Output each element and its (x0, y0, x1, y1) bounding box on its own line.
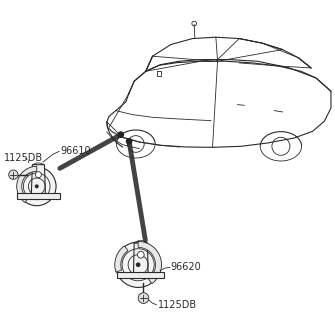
Circle shape (35, 184, 39, 188)
Polygon shape (138, 241, 161, 284)
Text: 96610: 96610 (60, 145, 91, 156)
Polygon shape (118, 272, 164, 278)
Polygon shape (133, 243, 148, 277)
Polygon shape (17, 166, 37, 203)
Circle shape (9, 170, 18, 179)
Circle shape (118, 132, 124, 137)
Circle shape (116, 242, 161, 287)
Circle shape (137, 251, 144, 258)
Text: 96620: 96620 (171, 262, 202, 272)
Circle shape (17, 167, 56, 206)
Text: 1125DB: 1125DB (157, 300, 197, 310)
Circle shape (36, 172, 42, 178)
Polygon shape (17, 193, 60, 199)
Circle shape (127, 139, 132, 144)
Circle shape (138, 293, 149, 303)
Polygon shape (115, 246, 128, 272)
Polygon shape (31, 165, 46, 198)
Circle shape (136, 262, 140, 267)
Text: 1125DB: 1125DB (4, 153, 43, 163)
